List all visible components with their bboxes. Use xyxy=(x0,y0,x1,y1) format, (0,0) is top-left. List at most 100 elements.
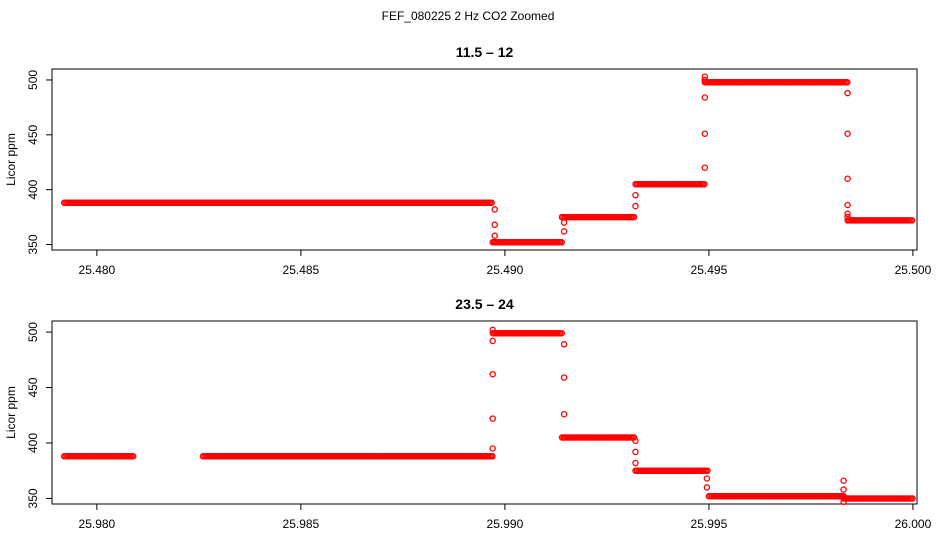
data-segment xyxy=(489,329,565,337)
transition-points xyxy=(560,219,568,235)
x-tick-label: 25.500 xyxy=(895,263,932,277)
y-tick-label: 400 xyxy=(26,179,40,199)
data-point xyxy=(704,467,711,474)
data-point xyxy=(632,202,639,210)
data-point xyxy=(701,76,709,84)
data-point xyxy=(844,78,851,86)
data-point xyxy=(491,232,498,239)
data-point xyxy=(701,180,708,188)
data-point xyxy=(630,434,638,441)
data-point xyxy=(491,221,498,229)
x-tick-label: 26.000 xyxy=(895,517,932,531)
y-tick-label: 350 xyxy=(26,234,40,254)
data-points xyxy=(60,73,916,246)
y-tick-label: 500 xyxy=(26,70,40,90)
data-point xyxy=(632,437,639,445)
data-segment xyxy=(199,453,496,460)
x-tick-label: 25.985 xyxy=(283,517,320,531)
transition-points xyxy=(840,477,847,506)
data-point xyxy=(558,239,565,246)
data-point xyxy=(489,370,496,378)
data-point xyxy=(558,329,565,337)
data-point xyxy=(701,73,709,80)
data-point xyxy=(840,477,847,484)
data-segment xyxy=(632,467,711,474)
data-segment xyxy=(558,434,638,441)
data-point xyxy=(632,191,639,199)
data-point xyxy=(491,239,498,246)
data-point xyxy=(632,459,639,467)
x-tick-label: 25.495 xyxy=(691,263,728,277)
transition-points xyxy=(560,341,568,441)
x-tick-label: 25.490 xyxy=(487,263,524,277)
transition-points xyxy=(701,73,709,171)
plot-frame xyxy=(51,320,918,505)
y-axis-label: Licor ppm xyxy=(4,386,18,439)
data-point xyxy=(908,217,916,224)
data-point xyxy=(488,199,495,207)
data-segment xyxy=(60,453,137,460)
data-point xyxy=(489,453,496,460)
data-segment xyxy=(701,78,851,86)
y-tick-label: 450 xyxy=(26,377,40,397)
data-point xyxy=(560,410,568,418)
data-point xyxy=(701,94,709,101)
data-segment xyxy=(705,492,846,500)
panel-2: 23.5 – 24 Licor ppm 25.980 25.985 25.990 25.9… xyxy=(4,296,932,531)
x-tick-label: 25.480 xyxy=(79,263,116,277)
x-tick-label: 25.485 xyxy=(283,263,320,277)
y-axis-label: Licor ppm xyxy=(4,133,18,186)
data-point xyxy=(844,130,851,137)
figure-title: FEF_080225 2 Hz CO2 Zoomed xyxy=(381,9,555,23)
y-tick-label: 350 xyxy=(26,488,40,508)
data-point xyxy=(844,89,851,97)
data-point xyxy=(560,219,568,226)
data-point xyxy=(909,495,916,502)
data-point xyxy=(703,484,711,491)
data-point xyxy=(560,228,568,235)
data-point xyxy=(844,201,851,209)
data-point xyxy=(491,206,498,213)
x-tick-label: 25.995 xyxy=(691,517,728,531)
data-point xyxy=(844,210,851,218)
data-point xyxy=(560,434,568,441)
data-segment xyxy=(558,213,638,221)
data-point xyxy=(701,164,709,171)
plot-frame xyxy=(51,68,918,251)
panel-title: 11.5 – 12 xyxy=(456,44,514,60)
data-point xyxy=(560,341,568,348)
data-point xyxy=(844,175,851,182)
data-point xyxy=(489,445,496,452)
transition-points xyxy=(844,89,851,221)
data-point xyxy=(632,448,639,456)
y-tick-label: 400 xyxy=(26,433,40,453)
data-point xyxy=(701,130,709,137)
y-tick-label: 450 xyxy=(26,124,40,144)
data-point xyxy=(844,213,851,221)
data-point xyxy=(840,492,847,500)
transition-points xyxy=(632,191,639,210)
data-point xyxy=(489,337,496,345)
x-tick-label: 25.980 xyxy=(79,517,116,531)
x-tick-label: 25.990 xyxy=(487,517,524,531)
data-segment xyxy=(844,217,916,224)
data-point xyxy=(630,213,638,221)
data-segment xyxy=(632,180,708,188)
data-segment xyxy=(60,199,495,207)
data-points xyxy=(60,326,916,506)
data-segment xyxy=(840,495,916,502)
y-tick-label: 500 xyxy=(26,322,40,342)
data-segment xyxy=(489,239,565,246)
data-point xyxy=(840,486,847,493)
data-point xyxy=(129,453,137,460)
data-point xyxy=(703,475,711,482)
transition-points xyxy=(491,206,498,246)
panel-1: 11.5 – 12 Licor ppm 25.480 25.485 25.490 25.4… xyxy=(4,44,932,277)
transition-points xyxy=(489,326,496,452)
data-point xyxy=(489,326,496,334)
panel-title: 23.5 – 24 xyxy=(455,296,514,312)
data-point xyxy=(560,374,568,381)
data-point xyxy=(489,415,496,422)
transition-points xyxy=(632,437,639,467)
